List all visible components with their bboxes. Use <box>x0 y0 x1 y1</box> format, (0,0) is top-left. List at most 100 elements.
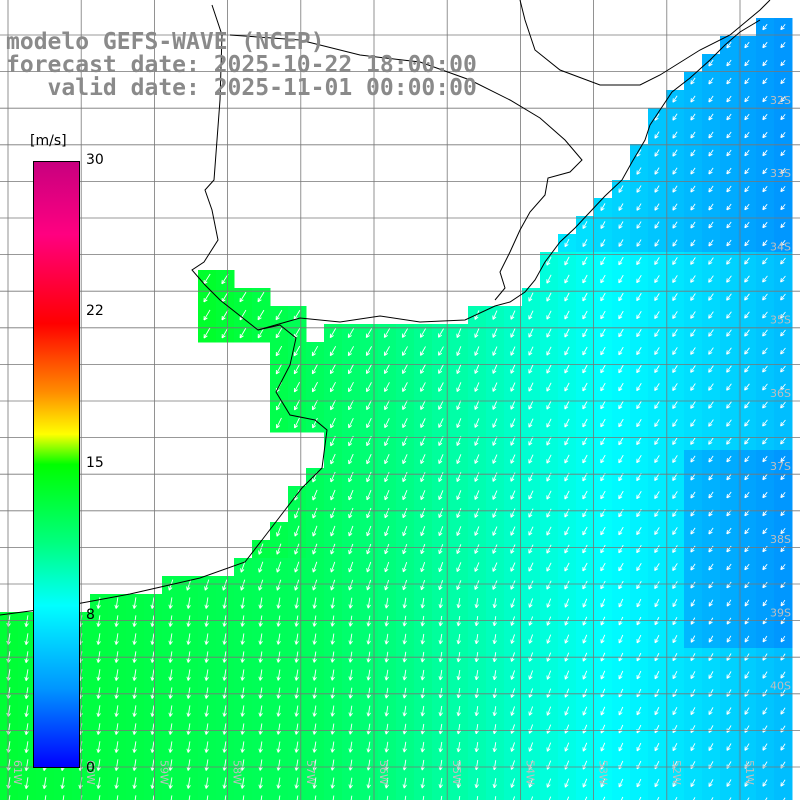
wind-arrow <box>675 797 678 800</box>
wind-arrow <box>726 167 732 175</box>
latitude-label: 40S <box>770 680 791 693</box>
wind-speed-cell <box>270 792 289 800</box>
wind-arrow <box>744 77 750 85</box>
wind-arrow <box>726 95 732 103</box>
wind-arrow <box>96 633 101 645</box>
longitude-label: 56W <box>377 760 390 785</box>
wind-arrow <box>654 293 660 302</box>
wind-arrow <box>276 705 281 717</box>
wind-arrow <box>24 777 29 789</box>
wind-arrow <box>276 633 281 645</box>
wind-arrow <box>239 327 247 339</box>
wind-arrow <box>402 597 407 609</box>
wind-arrow <box>348 543 354 555</box>
wind-arrow <box>528 634 534 644</box>
wind-speed-cell <box>90 792 109 800</box>
wind-arrow <box>420 741 425 753</box>
wind-arrow <box>564 670 570 680</box>
wind-arrow <box>384 579 390 591</box>
wind-arrow <box>402 579 408 591</box>
wind-arrow <box>402 525 408 537</box>
wind-arrow <box>729 797 732 800</box>
wind-speed-cell <box>306 792 325 800</box>
wind-arrow <box>708 707 714 715</box>
wind-arrow <box>780 149 786 157</box>
wind-arrow <box>474 310 480 320</box>
wind-arrow <box>203 291 211 303</box>
wind-arrow <box>330 507 336 519</box>
wind-arrow <box>134 795 137 800</box>
wind-arrow <box>564 292 570 302</box>
wind-arrow <box>780 473 786 481</box>
wind-arrow <box>582 400 588 410</box>
wind-arrow <box>456 328 462 338</box>
wind-arrow <box>528 742 534 752</box>
wind-arrow <box>222 723 227 735</box>
wind-arrow <box>726 527 732 535</box>
wind-arrow <box>474 580 480 590</box>
wind-arrow <box>744 401 750 409</box>
wind-arrow <box>690 545 696 553</box>
wind-arrow <box>618 526 624 536</box>
wind-arrow <box>744 365 750 373</box>
wind-arrow <box>708 185 714 193</box>
wind-arrow <box>618 490 624 500</box>
wind-speed-cell <box>684 792 703 800</box>
wind-arrow <box>564 580 570 590</box>
wind-arrow <box>168 597 173 609</box>
wind-arrow <box>780 401 786 409</box>
wind-arrow <box>332 795 335 800</box>
wind-arrow <box>600 508 606 518</box>
wind-arrow <box>420 723 425 735</box>
wind-arrow <box>186 687 191 699</box>
wind-arrow <box>170 795 173 800</box>
wind-arrow <box>546 778 552 788</box>
wind-arrow <box>672 95 678 103</box>
wind-arrow <box>762 581 768 589</box>
wind-arrow <box>402 400 408 411</box>
wind-arrow <box>780 131 786 139</box>
wind-arrow <box>510 706 516 716</box>
wind-arrow <box>240 669 245 681</box>
wind-arrow <box>132 615 137 627</box>
wind-arrow <box>294 723 299 735</box>
wind-arrow <box>744 293 750 301</box>
wind-arrow <box>438 328 444 338</box>
wind-arrow <box>492 364 498 374</box>
wind-arrow <box>618 400 624 410</box>
wind-arrow <box>600 221 606 229</box>
wind-arrow <box>348 597 353 609</box>
wind-arrow <box>456 669 461 681</box>
wind-arrow <box>222 615 227 627</box>
wind-arrow <box>582 544 588 554</box>
wind-arrow <box>600 346 606 356</box>
wind-arrow <box>762 41 768 49</box>
wind-arrow <box>636 401 642 410</box>
wind-arrow <box>654 203 660 211</box>
wind-arrow <box>564 544 570 554</box>
wind-arrow <box>780 203 786 211</box>
wind-arrow <box>384 633 389 645</box>
wind-arrow <box>636 545 642 554</box>
wind-arrow <box>780 275 786 283</box>
wind-arrow <box>636 742 642 752</box>
wind-arrow <box>275 309 283 321</box>
wind-arrow <box>708 95 714 103</box>
wind-arrow <box>708 365 714 373</box>
wind-arrow <box>474 382 480 392</box>
wind-arrow <box>600 598 606 608</box>
wind-arrow <box>456 777 461 789</box>
wind-arrow <box>474 598 479 609</box>
wind-arrow <box>546 382 552 392</box>
wind-arrow <box>780 599 786 607</box>
wind-arrow <box>186 597 191 609</box>
wind-arrow <box>474 346 480 356</box>
wind-arrow <box>384 543 390 555</box>
wind-arrow <box>348 489 354 501</box>
wind-arrow <box>492 508 498 518</box>
wind-arrow <box>780 95 786 103</box>
wind-arrow <box>762 635 768 643</box>
wind-arrow <box>474 634 479 645</box>
latitude-label: 33S <box>770 167 791 180</box>
wind-arrow <box>780 365 786 373</box>
